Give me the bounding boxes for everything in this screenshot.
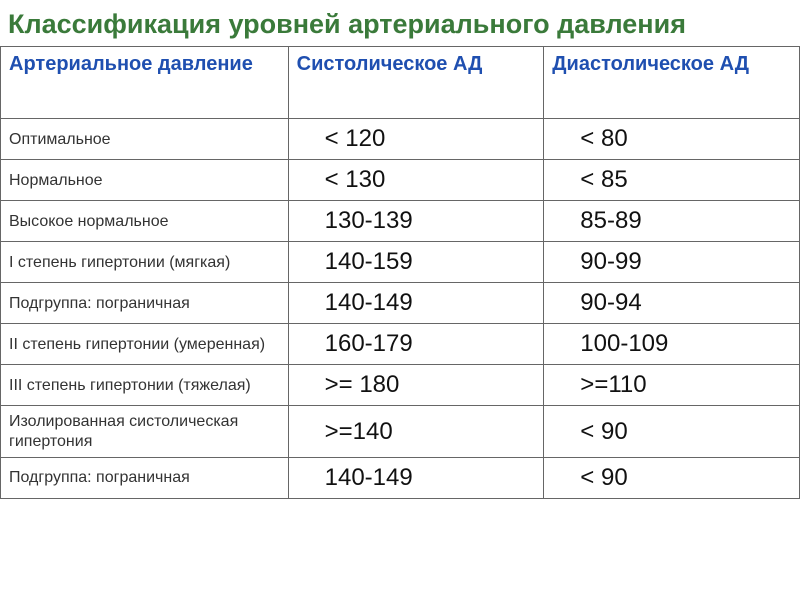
row-sys: >=140 xyxy=(288,406,544,457)
row-sys: 140-149 xyxy=(288,283,544,324)
table-row: Изолированная систолическая гипертония >… xyxy=(1,406,800,457)
row-sys: 140-149 xyxy=(288,457,544,498)
row-dia: 90-99 xyxy=(544,242,800,283)
col-header-diastolic: Диастолическое АД xyxy=(544,47,800,119)
row-label: III степень гипертонии (тяжелая) xyxy=(1,365,289,406)
row-dia: 85-89 xyxy=(544,201,800,242)
row-label: Изолированная систолическая гипертония xyxy=(1,406,289,457)
row-dia: < 90 xyxy=(544,457,800,498)
table-row: Подгруппа: пограничная 140-149 90-94 xyxy=(1,283,800,324)
row-dia: < 80 xyxy=(544,119,800,160)
row-sys: < 130 xyxy=(288,160,544,201)
table-row: Оптимальное < 120 < 80 xyxy=(1,119,800,160)
row-label: I степень гипертонии (мягкая) xyxy=(1,242,289,283)
table-row: III степень гипертонии (тяжелая) >= 180 … xyxy=(1,365,800,406)
col-header-bp: Артериальное давление xyxy=(1,47,289,119)
row-dia: < 90 xyxy=(544,406,800,457)
table-row: I степень гипертонии (мягкая) 140-159 90… xyxy=(1,242,800,283)
bp-table: Артериальное давление Систолическое АД Д… xyxy=(0,46,800,498)
table-row: II степень гипертонии (умеренная) 160-17… xyxy=(1,324,800,365)
page-root: Классификация уровней артериального давл… xyxy=(0,0,800,600)
table-row: Подгруппа: пограничная 140-149 < 90 xyxy=(1,457,800,498)
row-label: Высокое нормальное xyxy=(1,201,289,242)
row-dia: < 85 xyxy=(544,160,800,201)
col-header-systolic: Систолическое АД xyxy=(288,47,544,119)
row-label: Нормальное xyxy=(1,160,289,201)
table-row: Высокое нормальное 130-139 85-89 xyxy=(1,201,800,242)
row-label: Подгруппа: пограничная xyxy=(1,283,289,324)
table-header-row: Артериальное давление Систолическое АД Д… xyxy=(1,47,800,119)
row-dia: >=110 xyxy=(544,365,800,406)
row-sys: < 120 xyxy=(288,119,544,160)
page-title: Классификация уровней артериального давл… xyxy=(0,0,800,46)
row-label: Оптимальное xyxy=(1,119,289,160)
row-sys: >= 180 xyxy=(288,365,544,406)
row-sys: 140-159 xyxy=(288,242,544,283)
row-sys: 160-179 xyxy=(288,324,544,365)
row-dia: 90-94 xyxy=(544,283,800,324)
row-dia: 100-109 xyxy=(544,324,800,365)
row-sys: 130-139 xyxy=(288,201,544,242)
row-label: II степень гипертонии (умеренная) xyxy=(1,324,289,365)
table-row: Нормальное < 130 < 85 xyxy=(1,160,800,201)
row-label: Подгруппа: пограничная xyxy=(1,457,289,498)
